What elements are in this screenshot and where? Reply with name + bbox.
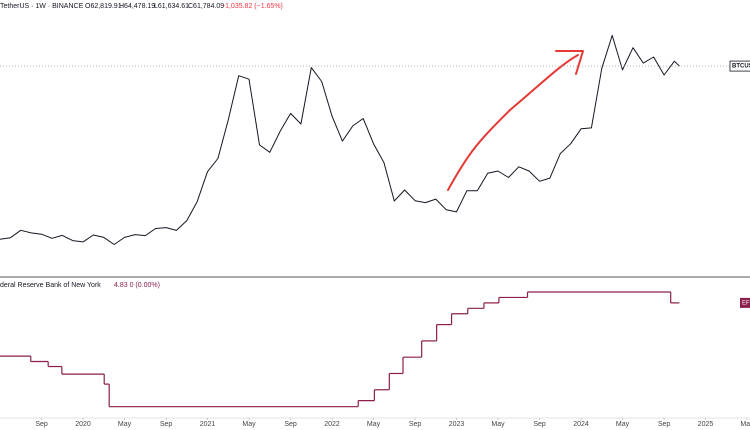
x-tick-label: May bbox=[491, 421, 505, 428]
x-tick-label: 2021 bbox=[200, 421, 216, 428]
header-open: O62,819.91 bbox=[85, 3, 122, 10]
x-tick-label: May bbox=[740, 421, 750, 428]
x-tick-label: Sep bbox=[533, 421, 546, 428]
x-tick-label: Sep bbox=[35, 421, 48, 428]
x-tick-label: Sep bbox=[409, 421, 422, 428]
price-line bbox=[0, 34, 680, 245]
header-close: C61,784.09 bbox=[188, 3, 224, 10]
x-tick-label: Sep bbox=[160, 421, 173, 428]
annotation-arrow bbox=[447, 54, 579, 191]
indicator-title: deral Reserve Bank of New York bbox=[0, 282, 101, 289]
x-tick-label: May bbox=[118, 421, 132, 428]
x-tick-label: May bbox=[367, 421, 381, 428]
header-symbol: TetherUS · 1W · BINANCE bbox=[0, 3, 84, 10]
x-tick-label: 2020 bbox=[75, 421, 91, 428]
header-change: −1,035.82 (−1.65%) bbox=[221, 3, 283, 10]
indicator-value: 4.83 0 (0.00%) bbox=[114, 282, 160, 289]
x-tick-label: 2025 bbox=[698, 421, 714, 428]
annotation-arrow-head bbox=[555, 50, 584, 75]
x-tick-label: May bbox=[242, 421, 256, 428]
x-tick-label: 2024 bbox=[573, 421, 589, 428]
indicator-tag: EF bbox=[742, 300, 750, 306]
header-low: L61,634.61 bbox=[154, 3, 189, 10]
indicator-tag-box bbox=[740, 297, 750, 308]
price-label-box bbox=[729, 60, 750, 72]
x-tick-label: Sep bbox=[658, 421, 671, 428]
chart-root: TetherUS · 1W · BINANCE O62,819.91 H64,4… bbox=[0, 3, 750, 428]
header-high: H64,478.19 bbox=[119, 3, 155, 10]
x-tick-label: 2023 bbox=[449, 421, 465, 428]
x-tick-label: 2022 bbox=[324, 421, 340, 428]
x-tick-label: May bbox=[616, 421, 630, 428]
x-tick-label: Sep bbox=[284, 421, 297, 428]
